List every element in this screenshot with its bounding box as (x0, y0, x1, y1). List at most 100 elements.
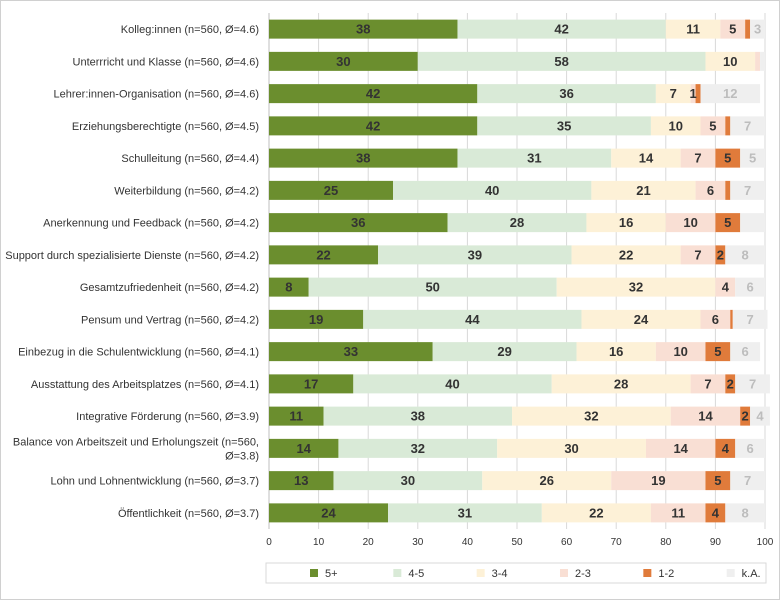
bar-segment (333, 471, 483, 491)
bar-segment (735, 374, 770, 394)
bar-segment (556, 277, 716, 297)
bar-segment (715, 148, 741, 168)
bar-segment (695, 180, 726, 200)
bar-segment (740, 213, 765, 233)
data-label: 2 (742, 409, 749, 424)
data-label: 10 (673, 344, 687, 359)
x-tick-labels: 0 10 20 30 40 50 60 70 80 90 100 (266, 537, 774, 548)
legend-label: 4-5 (408, 568, 424, 580)
data-label: 2 (727, 376, 734, 391)
bar-segments (269, 19, 770, 523)
data-label: 4 (722, 280, 730, 295)
bar-segment (457, 148, 612, 168)
bar-segment (680, 148, 716, 168)
bar-segment (512, 406, 671, 426)
data-label: 4 (756, 409, 764, 424)
bar-segment (432, 342, 577, 362)
bar-segment (363, 309, 582, 329)
bar-segment (745, 19, 751, 39)
category-label: Integrative Förderung (n=560, Ø=3.9) (76, 411, 259, 423)
bar-segment (576, 342, 656, 362)
data-label: 4 (712, 505, 720, 520)
bar-segment (269, 277, 309, 297)
bar-segment (269, 406, 324, 426)
x-tick-label: 50 (511, 537, 523, 548)
bar-segment (735, 438, 765, 458)
legend-swatch (393, 569, 402, 577)
category-label: Anerkennung und Feedback (n=560, Ø=4.2) (43, 218, 259, 230)
data-label: 7 (704, 376, 711, 391)
data-label: 8 (742, 505, 749, 520)
data-label: 5 (749, 151, 756, 166)
data-label: 21 (636, 183, 650, 198)
data-label: 6 (747, 441, 754, 456)
bar-segment (269, 148, 458, 168)
bar-segment (269, 116, 478, 136)
bar-segment (378, 245, 572, 265)
data-label: 17 (304, 376, 318, 391)
x-tick-label: 0 (266, 537, 272, 548)
data-label: 6 (707, 183, 714, 198)
legend-label: 5+ (325, 568, 338, 580)
data-label: 7 (747, 312, 754, 327)
data-label: 40 (485, 183, 499, 198)
bar-segment (740, 406, 751, 426)
legend-label: k.A. (742, 568, 761, 580)
bar-segment (269, 51, 418, 71)
bar-segment (690, 84, 696, 104)
bar-segment (730, 180, 765, 200)
data-label: 5 (724, 151, 731, 166)
category-label: Erziehungsberechtigte (n=560, Ø=4.5) (72, 121, 259, 133)
data-label: 30 (401, 473, 415, 488)
legend-swatch (476, 569, 485, 577)
legend: 5+ 4-5 3-4 2-3 1-2 k.A. (265, 562, 767, 584)
bar-segment (715, 438, 736, 458)
bar-segment (665, 19, 721, 39)
data-label: 42 (554, 22, 568, 37)
legend-swatch (310, 569, 318, 577)
bar-segment (323, 406, 513, 426)
data-label: 5 (724, 215, 731, 230)
data-label: 58 (554, 54, 568, 69)
bar-segment (725, 503, 765, 523)
bar-segment (750, 406, 770, 426)
x-tick-label: 100 (757, 537, 774, 548)
x-tick-label: 60 (561, 537, 573, 548)
bar-segment (715, 277, 736, 297)
bar-segment (760, 51, 765, 71)
legend-swatch (643, 569, 652, 577)
data-label: 10 (683, 215, 697, 230)
data-label: 14 (698, 409, 713, 424)
bar-segment (645, 438, 716, 458)
bar-segment (730, 116, 765, 136)
data-label: 40 (445, 376, 459, 391)
bar-segment (591, 180, 696, 200)
data-label: 14 (296, 441, 311, 456)
bar-segment (388, 503, 542, 523)
data-label: 7 (744, 473, 751, 488)
bar-segment (269, 309, 364, 329)
data-label: 42 (366, 118, 380, 133)
data-label: 7 (744, 118, 751, 133)
bar-segment (740, 148, 765, 168)
data-label: 38 (411, 409, 425, 424)
legend-label: 1-2 (658, 568, 674, 580)
bar-segment (700, 309, 731, 329)
data-label: 11 (671, 505, 685, 520)
data-label: 14 (639, 151, 654, 166)
data-label: 6 (747, 280, 754, 295)
data-label: 36 (559, 86, 573, 101)
bar-segment (269, 19, 458, 39)
data-label: 13 (294, 473, 308, 488)
category-label: Lehrer:innen-Organisation (n=560, Ø=4.6) (54, 89, 259, 101)
bar-segment (680, 245, 716, 265)
data-label: 7 (744, 183, 751, 198)
data-label: 5 (729, 22, 736, 37)
bar-segment (308, 277, 557, 297)
bar-segment (541, 503, 651, 523)
data-label: 5 (714, 344, 721, 359)
category-label: Einbezug in die Schulentwicklung (n=560,… (18, 347, 259, 359)
bar-segment (735, 277, 765, 297)
